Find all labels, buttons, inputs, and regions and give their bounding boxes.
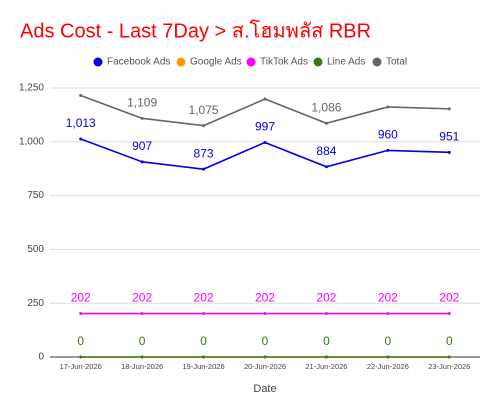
x-tick-label: 21-Jun-2026 xyxy=(305,362,347,371)
point xyxy=(202,167,206,171)
data-label: 202 xyxy=(132,291,152,305)
point xyxy=(263,97,267,101)
point xyxy=(79,312,83,316)
data-label: 1,075 xyxy=(189,103,219,117)
legend-label: Facebook Ads xyxy=(107,57,170,68)
data-label: 873 xyxy=(194,146,214,160)
legend-marker xyxy=(246,57,256,67)
data-label: 0 xyxy=(385,334,392,348)
point xyxy=(324,121,328,125)
point xyxy=(324,312,328,316)
data-label: 907 xyxy=(132,139,152,153)
point xyxy=(447,355,451,359)
legend-label: Total xyxy=(386,57,407,68)
data-label: 1,086 xyxy=(311,100,341,114)
data-label: 951 xyxy=(439,130,459,144)
legend-marker xyxy=(313,57,323,67)
point xyxy=(79,355,83,359)
x-tick-label: 19-Jun-2026 xyxy=(183,362,225,371)
point xyxy=(140,355,144,359)
point xyxy=(324,165,328,169)
data-label: 202 xyxy=(255,291,275,305)
data-label: 0 xyxy=(200,334,207,348)
legend-label: Line Ads xyxy=(327,57,365,68)
point xyxy=(386,148,390,152)
point xyxy=(263,355,267,359)
legend-label: TikTok Ads xyxy=(260,57,308,68)
point xyxy=(324,355,328,359)
point xyxy=(386,105,390,109)
y-tick-label: 0 xyxy=(38,352,44,363)
point xyxy=(202,355,206,359)
legend-label: Google Ads xyxy=(190,57,242,68)
point xyxy=(447,312,451,316)
point xyxy=(202,312,206,316)
data-label: 202 xyxy=(439,291,459,305)
data-label: 0 xyxy=(77,334,84,348)
point xyxy=(386,312,390,316)
point xyxy=(263,140,267,144)
data-label: 0 xyxy=(323,334,330,348)
data-label: 202 xyxy=(194,291,214,305)
x-tick-label: 23-Jun-2026 xyxy=(428,362,470,371)
point xyxy=(447,107,451,111)
point xyxy=(386,355,390,359)
data-label: 202 xyxy=(378,291,398,305)
y-tick-label: 1,000 xyxy=(19,136,44,147)
point xyxy=(447,150,451,154)
point xyxy=(140,312,144,316)
data-label: 1,013 xyxy=(66,116,96,130)
x-tick-label: 20-Jun-2026 xyxy=(244,362,286,371)
data-label: 202 xyxy=(71,291,91,305)
legend-marker xyxy=(372,57,382,67)
data-label: 0 xyxy=(262,334,269,348)
legend-marker xyxy=(176,57,186,67)
point xyxy=(140,116,144,120)
y-tick-label: 750 xyxy=(27,190,44,201)
data-label: 960 xyxy=(378,128,398,142)
chart-title: Ads Cost - Last 7Day > ส.โฮมพลัส RBR xyxy=(20,19,371,42)
data-label: 202 xyxy=(316,291,336,305)
point xyxy=(79,137,83,141)
point xyxy=(79,94,83,98)
x-tick-label: 17-Jun-2026 xyxy=(60,362,102,371)
data-label: 884 xyxy=(316,144,336,158)
point xyxy=(202,124,206,128)
y-tick-label: 1,250 xyxy=(19,83,44,94)
x-tick-label: 22-Jun-2026 xyxy=(367,362,409,371)
x-axis-title: Date xyxy=(253,383,276,395)
data-label: 1,109 xyxy=(127,96,157,110)
data-label: 997 xyxy=(255,120,275,134)
data-label: 0 xyxy=(446,334,453,348)
point xyxy=(140,160,144,164)
y-tick-label: 250 xyxy=(27,298,44,309)
y-tick-label: 500 xyxy=(27,244,44,255)
point xyxy=(263,312,267,316)
data-label: 0 xyxy=(139,334,146,348)
x-tick-label: 18-Jun-2026 xyxy=(121,362,163,371)
legend-marker xyxy=(93,57,103,67)
